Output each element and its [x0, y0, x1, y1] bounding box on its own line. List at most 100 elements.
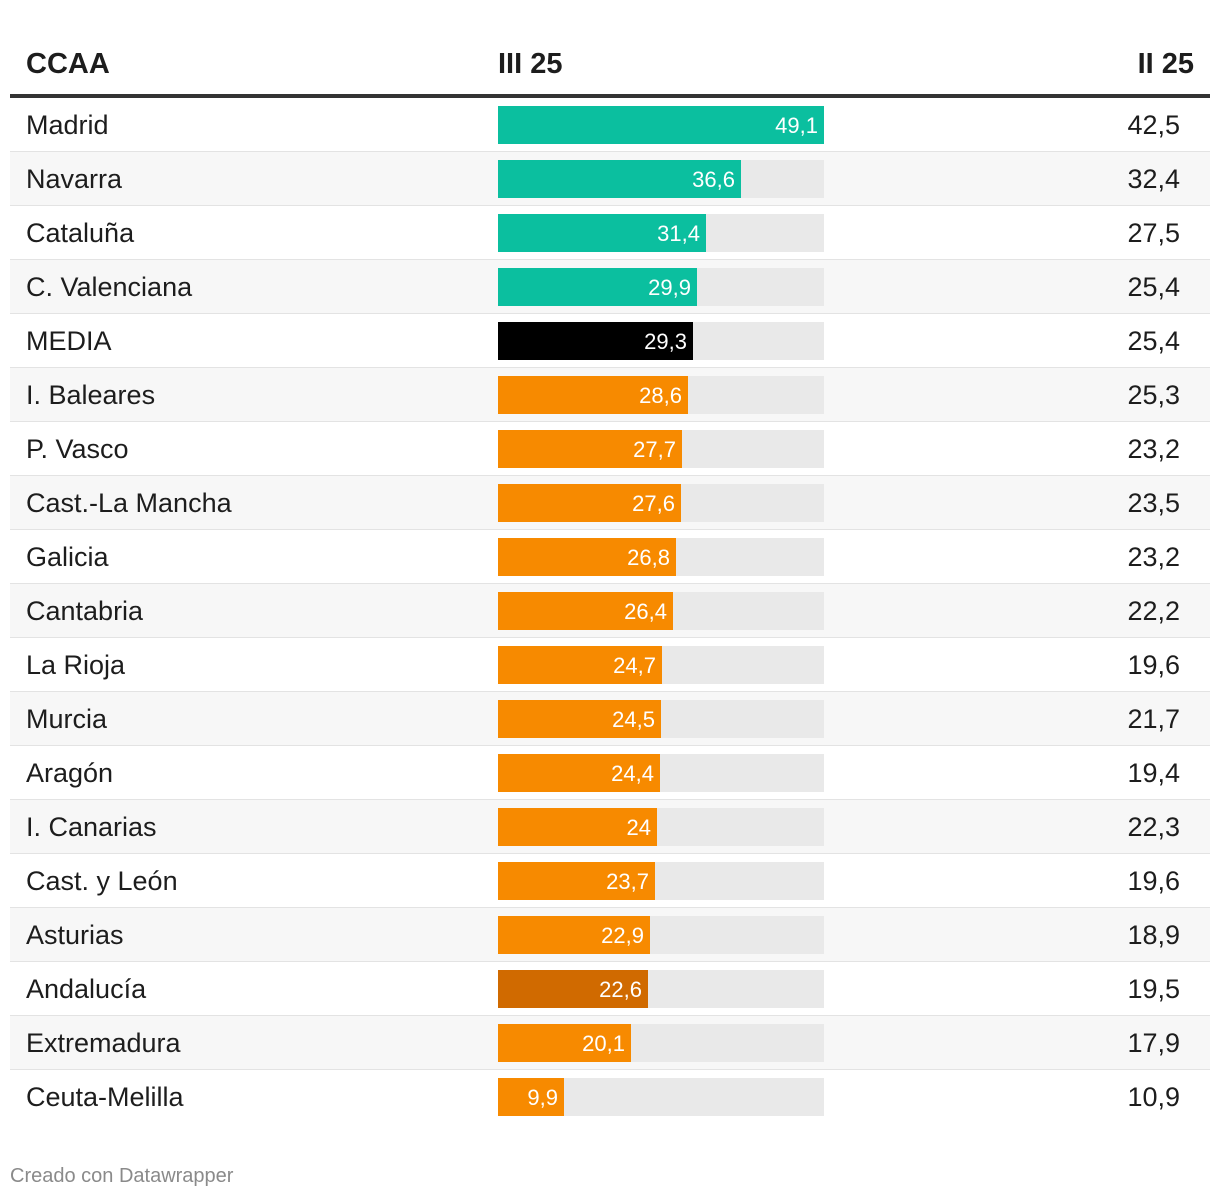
- table-header: CCAA III 25 II 25: [10, 28, 1210, 98]
- footer-credit[interactable]: Creado con Datawrapper: [10, 1165, 234, 1187]
- bar-current: 36,6: [498, 160, 741, 198]
- table-row: Cantabria 26,4 22,2: [10, 584, 1210, 638]
- bar-value-label: 22,9: [601, 923, 644, 948]
- table-row: Madrid 49,1 42,5: [10, 98, 1210, 152]
- table-row: C. Valenciana 29,9 25,4: [10, 260, 1210, 314]
- bar-track: 27,7: [498, 430, 824, 468]
- bar-track: 24: [498, 808, 824, 846]
- header-region[interactable]: CCAA: [26, 48, 110, 80]
- previous-value: 17,9: [1127, 1028, 1180, 1058]
- region-name: Aragón: [26, 758, 114, 788]
- previous-value: 32,4: [1127, 164, 1180, 194]
- previous-value: 25,4: [1127, 272, 1180, 302]
- bar-value-label: 9,9: [527, 1085, 558, 1110]
- region-name: Galicia: [26, 542, 109, 572]
- region-name: Cast.-La Mancha: [26, 488, 232, 518]
- table-row: Cast. y León 23,7 19,6: [10, 854, 1210, 908]
- bar-value-label: 28,6: [639, 383, 682, 408]
- bar-value-label: 26,8: [627, 545, 670, 570]
- region-name: Cast. y León: [26, 866, 178, 896]
- region-name: Cantabria: [26, 596, 144, 626]
- region-name: P. Vasco: [26, 434, 129, 464]
- bar-track: 20,1: [498, 1024, 824, 1062]
- bar-current: 22,6: [498, 970, 648, 1008]
- previous-value: 22,3: [1127, 812, 1180, 842]
- region-name: Extremadura: [26, 1028, 181, 1058]
- bar-value-label: 24: [626, 815, 651, 840]
- region-name: I. Canarias: [26, 812, 157, 842]
- header-current-quarter[interactable]: III 25: [498, 48, 563, 80]
- bar-current: 28,6: [498, 376, 688, 414]
- region-name: La Rioja: [26, 650, 126, 680]
- bar-current: 26,4: [498, 592, 673, 630]
- previous-value: 10,9: [1127, 1082, 1180, 1112]
- bar-track: 31,4: [498, 214, 824, 252]
- table-row: La Rioja 24,7 19,6: [10, 638, 1210, 692]
- table-row: Aragón 24,4 19,4: [10, 746, 1210, 800]
- bar-track: 29,3: [498, 322, 824, 360]
- bar-track: 26,4: [498, 592, 824, 630]
- bar-current: 31,4: [498, 214, 706, 252]
- bar-current: 24,4: [498, 754, 660, 792]
- region-name: Madrid: [26, 110, 109, 140]
- bar-value-label: 49,1: [775, 113, 818, 138]
- bar-value-label: 31,4: [657, 221, 700, 246]
- header-previous-quarter[interactable]: II 25: [1137, 48, 1194, 80]
- bar-current: 24,7: [498, 646, 662, 684]
- bar-current: 49,1: [498, 106, 824, 144]
- previous-value: 18,9: [1127, 920, 1180, 950]
- previous-value: 23,2: [1127, 542, 1180, 572]
- bar-value-label: 20,1: [582, 1031, 625, 1056]
- bar-track: 49,1: [498, 106, 824, 144]
- bar-value-label: 27,6: [632, 491, 675, 516]
- region-name: Murcia: [26, 704, 108, 734]
- bar-current: 22,9: [498, 916, 650, 954]
- previous-value: 19,5: [1127, 974, 1180, 1004]
- bar-track: 22,9: [498, 916, 824, 954]
- bar-track: 24,7: [498, 646, 824, 684]
- table-row: Andalucía 22,6 19,5: [10, 962, 1210, 1016]
- previous-value: 25,3: [1127, 380, 1180, 410]
- bar-track: 26,8: [498, 538, 824, 576]
- bar-track: 36,6: [498, 160, 824, 198]
- previous-value: 25,4: [1127, 326, 1180, 356]
- previous-value: 27,5: [1127, 218, 1180, 248]
- bar-current: 24: [498, 808, 657, 846]
- region-name: C. Valenciana: [26, 272, 193, 302]
- table-row: Navarra 36,6 32,4: [10, 152, 1210, 206]
- table-row: I. Baleares 28,6 25,3: [10, 368, 1210, 422]
- bar-value-label: 36,6: [692, 167, 735, 192]
- data-table: CCAA III 25 II 25 Madrid 49,1 42,5 Navarra 3…: [10, 28, 1210, 1124]
- bar-value-label: 29,3: [644, 329, 687, 354]
- region-name: Asturias: [26, 920, 124, 950]
- bar-track: 24,5: [498, 700, 824, 738]
- previous-value: 23,2: [1127, 434, 1180, 464]
- region-name: Andalucía: [26, 974, 147, 1004]
- table-row: Murcia 24,5 21,7: [10, 692, 1210, 746]
- previous-value: 42,5: [1127, 110, 1180, 140]
- bar-current: 26,8: [498, 538, 676, 576]
- bar-track: 28,6: [498, 376, 824, 414]
- table-row: Asturias 22,9 18,9: [10, 908, 1210, 962]
- bar-value-label: 22,6: [599, 977, 642, 1002]
- region-name: Cataluña: [26, 218, 135, 248]
- bar-value-label: 23,7: [606, 869, 649, 894]
- table-row: Cast.-La Mancha 27,6 23,5: [10, 476, 1210, 530]
- table-row: P. Vasco 27,7 23,2: [10, 422, 1210, 476]
- previous-value: 19,6: [1127, 650, 1180, 680]
- previous-value: 22,2: [1127, 596, 1180, 626]
- bar-value-label: 24,7: [613, 653, 656, 678]
- bar-track: 22,6: [498, 970, 824, 1008]
- region-name: MEDIA: [26, 326, 112, 356]
- region-name: Ceuta-Melilla: [26, 1082, 184, 1112]
- table-row: Cataluña 31,4 27,5: [10, 206, 1210, 260]
- bar-current: 23,7: [498, 862, 655, 900]
- table-body: Madrid 49,1 42,5 Navarra 36,6 32,4 Cataluña 31,…: [10, 98, 1210, 1124]
- bar-track: 9,9: [498, 1078, 824, 1116]
- table-row: Extremadura 20,1 17,9: [10, 1016, 1210, 1070]
- table-row: Ceuta-Melilla 9,9 10,9: [10, 1070, 1210, 1124]
- table-row: MEDIA 29,3 25,4: [10, 314, 1210, 368]
- bar-value-label: 29,9: [648, 275, 691, 300]
- bar-track: 24,4: [498, 754, 824, 792]
- bar-track: 27,6: [498, 484, 824, 522]
